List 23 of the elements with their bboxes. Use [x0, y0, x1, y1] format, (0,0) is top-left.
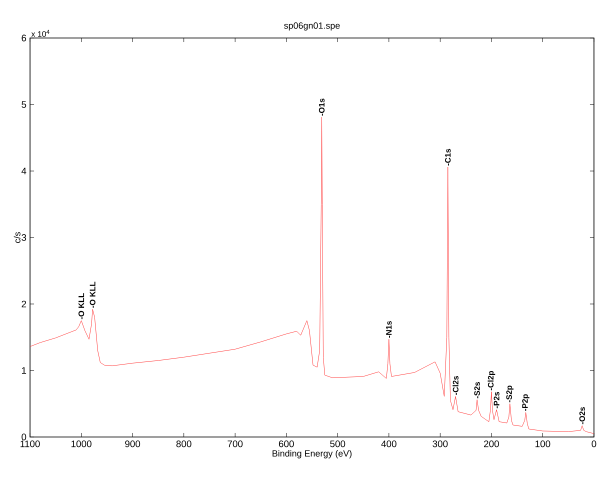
- x-tick-label: 500: [330, 440, 346, 448]
- y-tick-label: 0: [22, 434, 26, 440]
- y-tick-label: 4: [21, 168, 26, 174]
- x-tick-label: 600: [278, 440, 294, 448]
- x-tick-label: 700: [228, 440, 243, 448]
- chart-title: sp06gn01.spe: [284, 22, 340, 31]
- x-tick-label: 0: [592, 440, 596, 448]
- x-tick-label: 400: [381, 440, 396, 448]
- y-tick-label: 5: [22, 101, 26, 108]
- y-tick-label: 3: [22, 234, 26, 241]
- x-tick-label: 800: [176, 440, 192, 448]
- line-series: [30, 116, 594, 434]
- x-tick-label: 1000: [72, 440, 92, 448]
- y-tick-label: 1: [22, 367, 26, 374]
- x-tick-label: 1100: [20, 440, 40, 448]
- x-axis-title: Binding Energy (eV): [272, 450, 352, 458]
- x-tick-label: 300: [432, 440, 448, 448]
- y-tick-label: 2: [22, 300, 26, 308]
- y-tick-label: 6: [22, 34, 26, 42]
- x-tick-label: 200: [484, 440, 499, 448]
- x-tick-label: 100: [536, 440, 550, 448]
- y-axis-title: c/s: [14, 232, 20, 243]
- x-tick-label: 900: [125, 440, 140, 448]
